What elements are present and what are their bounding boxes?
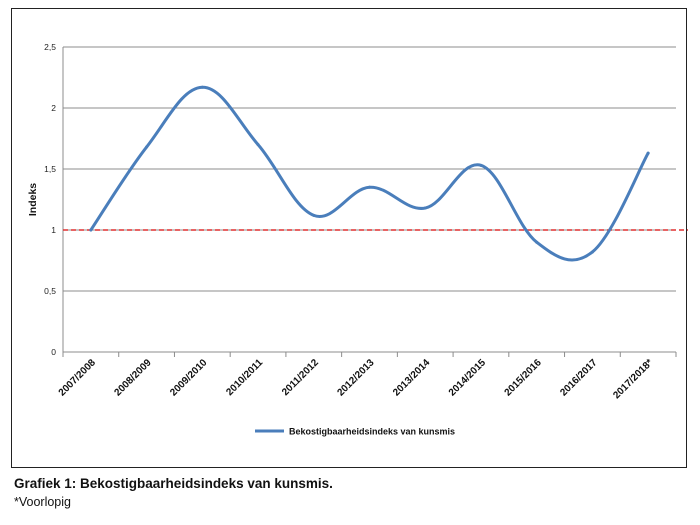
y-tick-label: 0 xyxy=(51,347,56,357)
data-point xyxy=(200,85,204,89)
legend-label: Bekostigbaarheidsindeks van kunsmis xyxy=(289,427,455,437)
series-line xyxy=(89,85,650,262)
data-point xyxy=(535,240,539,244)
data-point xyxy=(590,250,594,254)
figure-footnote: *Voorlopig xyxy=(14,495,71,509)
y-tick-label: 1,5 xyxy=(44,164,56,174)
line-chart: 0 0,5 1 1,5 2 2,5 Indeks 2007/2008 2008/2009 2009… xyxy=(27,42,688,437)
x-tick-label: 2014/2015 xyxy=(447,357,489,399)
data-point xyxy=(312,213,316,217)
data-point xyxy=(423,206,427,210)
x-tick-label: 2007/2008 xyxy=(57,357,99,399)
figure-caption: Grafiek 1: Bekostigbaarheidsindeks van k… xyxy=(14,476,333,491)
x-tick-label: 2009/2010 xyxy=(168,357,210,399)
data-point xyxy=(256,143,260,147)
y-tick-label: 0,5 xyxy=(44,286,56,296)
x-tick-label: 2010/2011 xyxy=(224,357,265,398)
y-tick-label: 2,5 xyxy=(44,42,56,52)
x-tick-label: 2017/2018* xyxy=(611,357,655,401)
x-tick-label: 2016/2017 xyxy=(558,357,600,399)
data-point xyxy=(145,145,149,149)
data-point xyxy=(368,185,371,189)
chart-frame: 0 0,5 1 1,5 2 2,5 Indeks 2007/2008 2008/2009 2009… xyxy=(11,8,688,468)
y-axis-title: Indeks xyxy=(27,183,39,216)
x-tick-label: 2015/2016 xyxy=(503,357,545,399)
data-point xyxy=(479,163,483,167)
x-tick-label: 2012/2013 xyxy=(335,357,377,399)
data-point xyxy=(89,228,93,232)
y-tick-label: 2 xyxy=(51,103,56,113)
x-tick-label: 2008/2009 xyxy=(113,357,155,399)
x-tick-label: 2013/2014 xyxy=(391,357,433,399)
data-point xyxy=(646,151,650,155)
y-tick-label: 1 xyxy=(51,225,56,235)
x-tick-label: 2011/2012 xyxy=(280,357,321,398)
